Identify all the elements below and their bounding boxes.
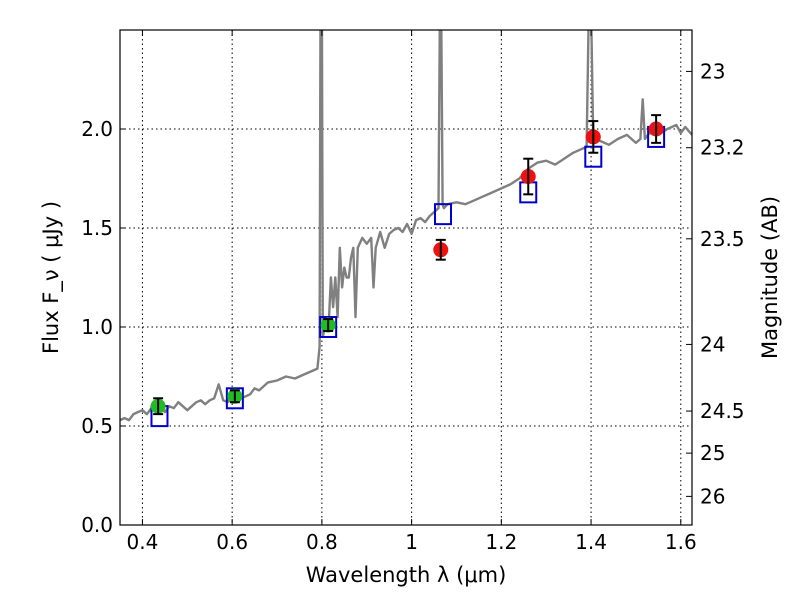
y-tick-label: 1.5 <box>81 216 113 240</box>
y-tick-label: 1.0 <box>81 315 113 339</box>
y-tick-label: 2.0 <box>81 117 113 141</box>
right-y-tick-label: 23 <box>700 59 725 83</box>
right-y-tick-label: 23.5 <box>700 227 745 251</box>
y-tick-label: 0.5 <box>81 414 113 438</box>
x-tick-label: 0.6 <box>216 530 248 554</box>
plot-frame <box>119 29 693 526</box>
model-square-marker <box>319 316 338 338</box>
model-square-marker <box>434 203 453 226</box>
y-axis-label: Flux F_ν ( μJy ) <box>39 201 64 354</box>
right-y-tick-label: 23.2 <box>700 136 745 160</box>
y-tick-label: 0.0 <box>81 513 113 537</box>
x-tick-label: 1.6 <box>665 530 697 554</box>
right-y-tick-label: 25 <box>700 441 725 465</box>
plot-area <box>120 30 692 428</box>
model-square-marker <box>225 387 244 410</box>
x-tick-label: 0.4 <box>127 530 159 554</box>
right-y-axis-label: Magnitude (AB) <box>758 196 782 359</box>
grid <box>120 30 692 526</box>
x-tick-label: 1.2 <box>485 530 517 554</box>
spectrum-line <box>120 30 692 422</box>
axes-ticks: 0.4 0.6 0.8 1 1.2 1.4 1.6 0.0 0.5 1.0 1.5 2.0 23 23.2… <box>81 30 745 554</box>
x-axis-label: Wavelength λ (μm) <box>306 563 507 587</box>
x-tick-label: 0.8 <box>306 530 338 554</box>
right-y-tick-label: 26 <box>700 484 725 508</box>
x-tick-label: 1 <box>405 530 418 554</box>
right-y-tick-label: 24.5 <box>700 399 745 423</box>
x-tick-label: 1.4 <box>575 530 607 554</box>
right-y-tick-label: 24 <box>700 332 725 356</box>
